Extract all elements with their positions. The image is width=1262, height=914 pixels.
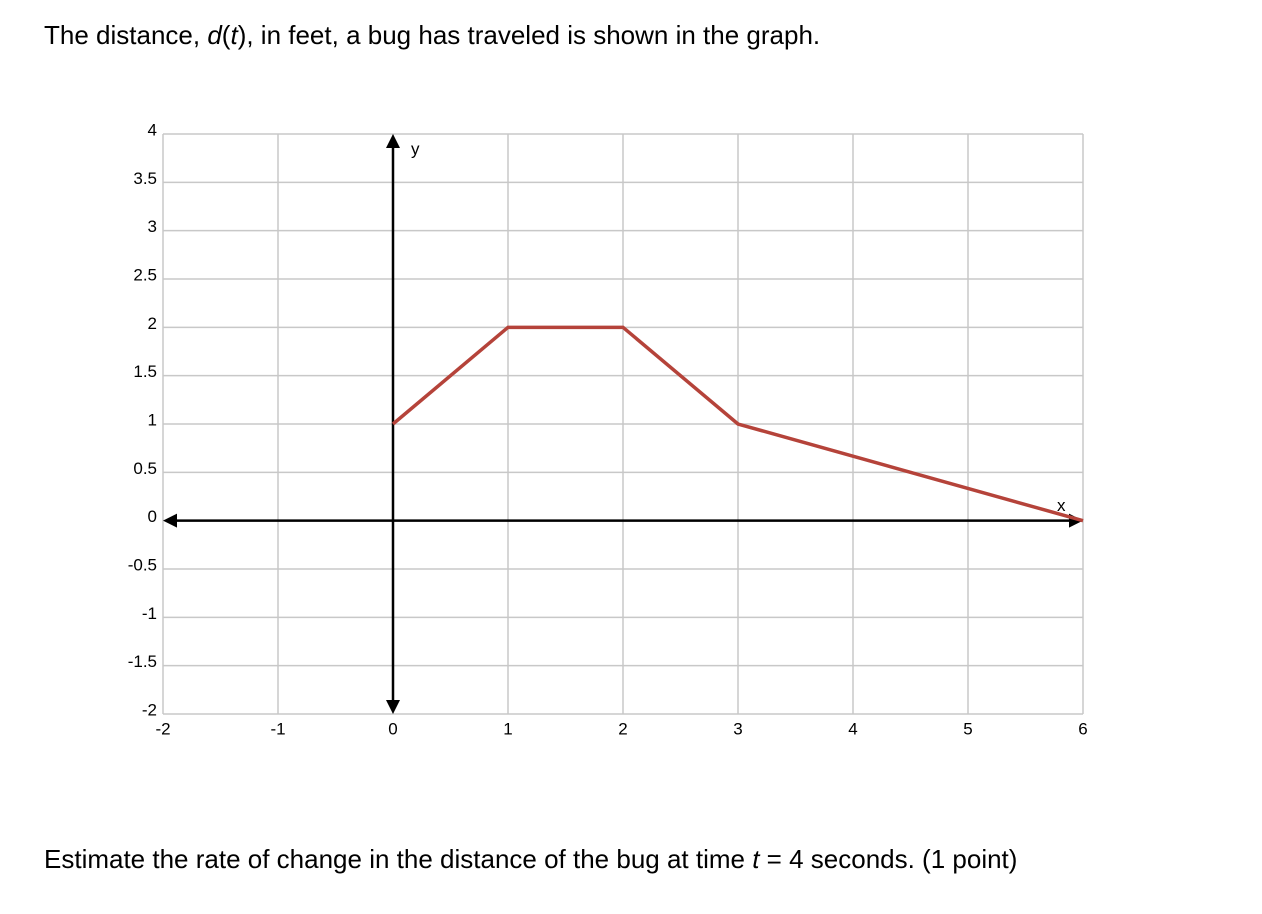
arrow xyxy=(163,513,177,528)
y-tick-label: -0.5 xyxy=(128,555,157,574)
y-tick-label: 0 xyxy=(148,507,157,526)
data-line xyxy=(391,325,1084,523)
chart: -2 -1 0 1 2 3 4 5 6 -2 -1.5 -1 -0.5 0 0.5 1 1.5 2 2.5 3 3.5 4… xyxy=(128,120,1088,738)
y-tick-label: 0.5 xyxy=(133,459,157,478)
arrow xyxy=(386,700,400,714)
y-tick-label: 1.5 xyxy=(133,362,157,381)
text: t xyxy=(752,844,760,874)
y-tick-label: -1 xyxy=(142,604,157,623)
text: Estimate the rate of change in the dista… xyxy=(44,844,753,874)
y-tick-label: -1.5 xyxy=(128,652,157,671)
text: The distance, xyxy=(44,20,208,50)
x-tick-label: 3 xyxy=(733,719,742,738)
x-tick-label: 0 xyxy=(388,719,397,738)
x-tick-label: 6 xyxy=(1078,719,1087,738)
x-tick-label: 1 xyxy=(503,719,512,738)
y-tick-label: 2.5 xyxy=(133,265,157,284)
prompt: Estimate the rate of change in the dista… xyxy=(44,844,1017,875)
x-tick-label: -2 xyxy=(155,719,170,738)
x-tick-label: 5 xyxy=(963,719,972,738)
y-tick-label: 3.5 xyxy=(133,169,157,188)
axis-label: x xyxy=(1057,496,1066,515)
text: ), in feet, a bug has traveled is shown … xyxy=(237,20,821,50)
y-tick-label: 4 xyxy=(148,120,157,139)
text: = 4 seconds. (1 point) xyxy=(759,844,1018,874)
y-tick-label: 3 xyxy=(148,217,157,236)
intro: The distance, d(t), in feet, a bug has t… xyxy=(44,20,820,51)
y-tick-label: -2 xyxy=(142,700,157,719)
arrow xyxy=(386,134,400,148)
y-tick-label: 2 xyxy=(148,314,157,333)
text: t xyxy=(230,20,238,50)
x-tick-label: 4 xyxy=(848,719,857,738)
text: d xyxy=(207,20,222,50)
text: ( xyxy=(221,20,231,50)
axis-label: y xyxy=(411,139,420,158)
x-tick-label: -1 xyxy=(270,719,285,738)
x-tick-label: 2 xyxy=(618,719,627,738)
y-tick-label: 1 xyxy=(148,410,157,429)
